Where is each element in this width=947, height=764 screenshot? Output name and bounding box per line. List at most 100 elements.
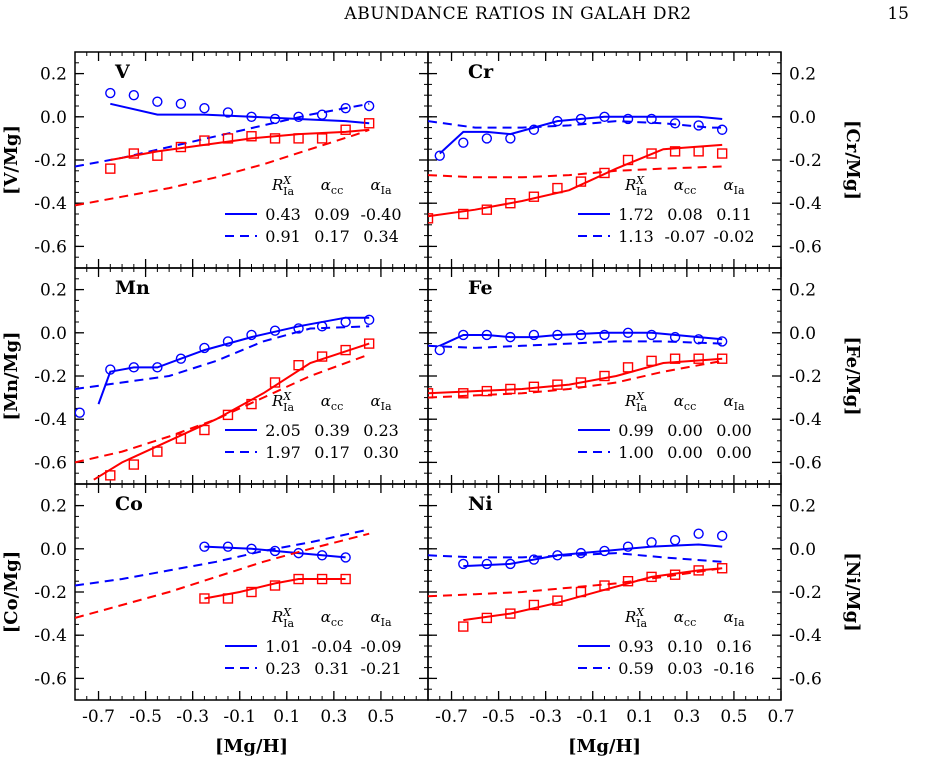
legend-value: 0.08 [667,205,703,224]
y-tick-label: 0.0 [789,540,816,560]
legend-value: 1.00 [618,443,654,462]
red-solid-line [463,567,723,622]
y-tick-label: -0.6 [789,453,822,473]
blue-dashed-line [75,325,370,390]
y-axis-label: [Ni/Mg] [842,552,863,631]
y-tick-label: -0.2 [34,367,67,387]
y-tick-label: -0.4 [34,194,67,214]
blue-circle-marker [175,353,187,364]
y-tick-label: 0.2 [40,65,67,85]
x-axis-label: [Mg/H] [568,736,641,757]
running-title: ABUNDANCE RATIOS IN GALAH DR2 [344,4,692,24]
blue-circle-marker [175,98,187,110]
blue-circle-marker [152,96,163,107]
y-tick-label: 0.0 [40,108,67,128]
x-tick-label: 0.5 [367,707,394,727]
plot-area [428,327,728,399]
legend-header-alpha: αcc [674,176,696,197]
red-square-marker [363,118,375,129]
blue-dashed-line [75,528,370,587]
blue-circle-marker [222,107,234,118]
x-tick-label: -0.1 [223,707,256,727]
legend-header-alpha: αIa [370,392,391,413]
blue-circle-marker [646,329,657,341]
plot-area [428,528,728,632]
legend-header-alpha: αcc [321,176,343,197]
panel-v: 0.2 0.0 -0.2 -0.4 -0.6 V RX Ia αcc αIa 0.43 0.09 -0.… [1,51,429,269]
x-tick-label: 0.1 [273,707,300,727]
legend-value: 0.17 [314,227,350,246]
legend-header-alpha: αcc [321,392,343,413]
red-square-marker [340,124,351,135]
legend-value: 0.16 [716,637,752,656]
legend-value: 2.05 [265,421,301,440]
x-tick-label: 0.1 [626,707,653,727]
plot-area [75,314,375,481]
blue-circle-marker [458,137,469,148]
legend-header-ria: RX Ia [271,606,294,630]
x-tick-label: 0.3 [673,707,700,727]
red-square-marker [175,433,187,444]
legend-value: 0.30 [363,443,399,462]
legend-value: -0.04 [311,637,352,656]
blue-solid-line [439,115,723,155]
red-square-marker [622,362,634,373]
y-tick-label: -0.6 [34,669,67,689]
legend-headers: RX Ia αcc αIa [271,390,392,414]
blue-circle-marker [528,329,540,341]
y-tick-label: 0.0 [789,324,816,344]
blue-circle-marker [363,100,375,112]
legend-header-alpha: αIa [723,176,744,197]
legend-value: 1.97 [265,443,301,462]
legend-value: -0.16 [713,659,754,678]
legend-value: 1.13 [618,227,654,246]
red-square-marker [693,353,704,364]
blue-circle-marker [128,89,140,101]
x-tick-label: -0.3 [176,707,209,727]
legend-value: 0.00 [667,443,703,462]
red-square-marker [105,470,116,481]
page-number: 15 [887,4,909,24]
blue-circle-marker [199,102,210,114]
red-square-marker [316,351,328,362]
red-square-marker [128,148,140,159]
legend-value: 0.39 [314,421,350,440]
red-square-marker [646,148,657,159]
y-tick-label: -0.4 [789,194,822,214]
y-tick-label: 0.2 [789,65,816,85]
blue-circle-marker [434,150,445,161]
blue-dashed-line [428,120,723,129]
x-tick-label: 0.7 [767,707,794,727]
y-tick-label: -0.6 [789,237,822,257]
red-square-marker [246,131,257,142]
element-label: V [114,61,131,83]
blue-dashed-line [428,340,723,349]
legend-value: 1.01 [265,637,301,656]
red-dashed-line [75,353,370,464]
x-tick-label: 0.5 [720,707,747,727]
blue-circle-marker [693,334,704,345]
blue-solid-line [204,545,346,559]
y-tick-label: -0.2 [34,151,67,171]
red-solid-line [93,342,370,481]
red-square-marker [646,355,657,367]
blue-circle-marker [646,113,657,125]
blue-solid-line [439,331,723,347]
legend-headers: RX Ia αcc αIa [624,606,745,630]
red-dashed-line [75,532,370,619]
legend-value: 0.00 [716,421,752,440]
legend-value: 0.03 [667,659,703,678]
panel-co: 0.2 0.0 -0.2 -0.4 -0.6 -0.7 -0.5 -0.3 -0.1 0.1 0.3… [1,483,429,727]
blue-solid-line [110,102,370,125]
y-tick-label: -0.4 [789,626,822,646]
red-solid-line [204,578,346,600]
legend-value: 0.10 [667,637,703,656]
legend-header-alpha: αIa [723,608,744,629]
panel-ni: 0.2 0.0 -0.2 -0.4 -0.6 -0.7 -0.5 -0.3 -0.1 0.1 0.3… [427,483,863,727]
blue-circle-marker [246,329,257,341]
y-axis-label: [Mn/Mg] [1,331,22,420]
panel-cr: 0.2 0.0 -0.2 -0.4 -0.6 Cr RX Ia αcc αIa 1.72 0.08 0.… [427,51,863,269]
plot-area [75,528,370,619]
red-square-marker [363,338,375,349]
